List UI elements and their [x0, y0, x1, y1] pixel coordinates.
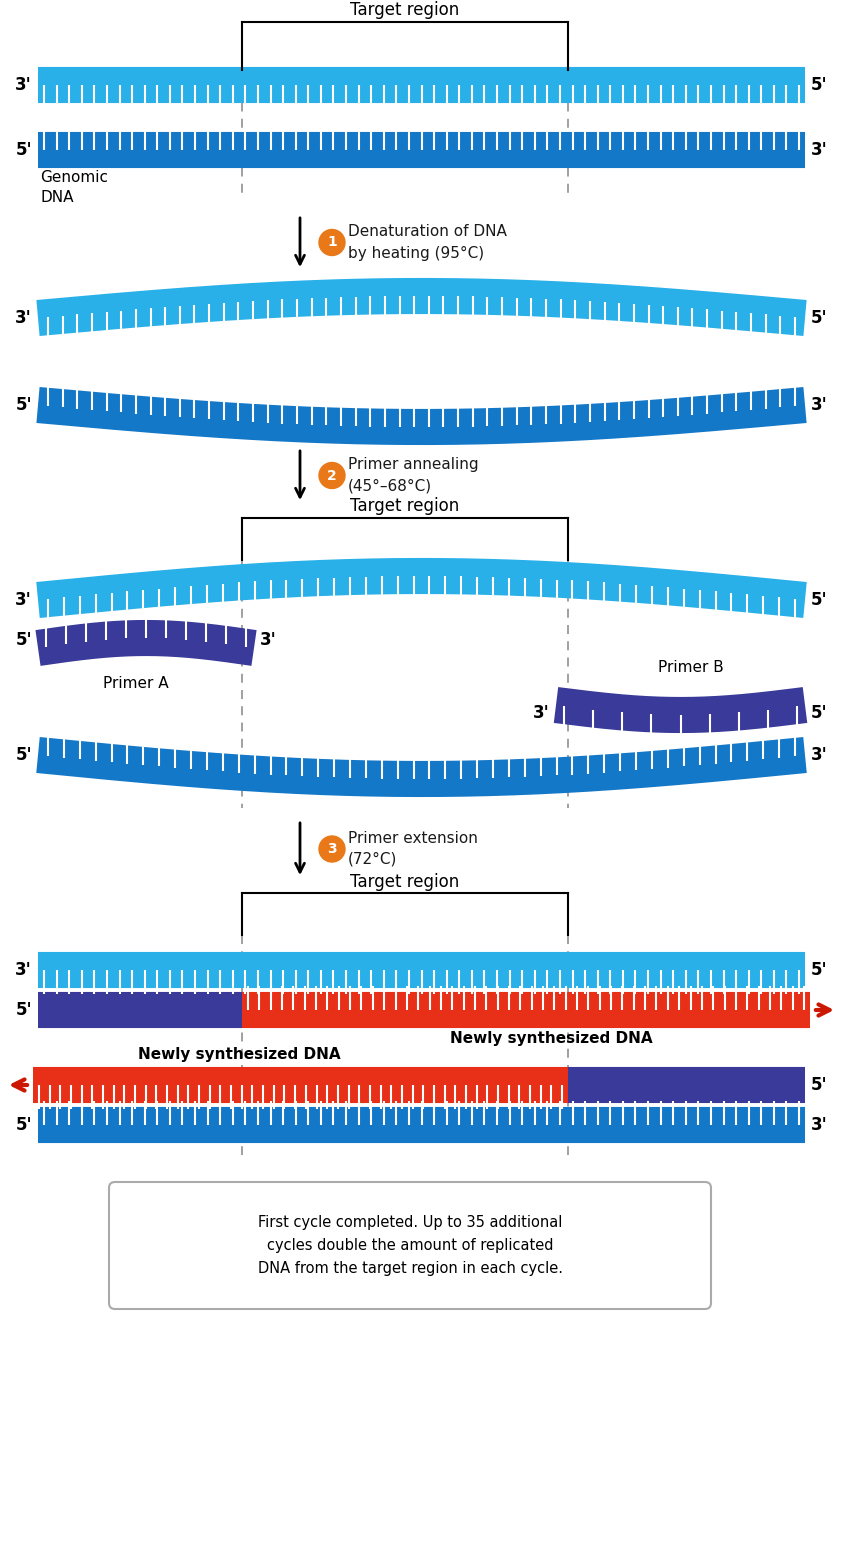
- Text: Denaturation of DNA
by heating (95°C): Denaturation of DNA by heating (95°C): [348, 224, 507, 261]
- Text: 5': 5': [811, 76, 828, 94]
- Circle shape: [319, 462, 345, 488]
- Text: Newly synthesized DNA: Newly synthesized DNA: [138, 1048, 341, 1063]
- Text: Primer A: Primer A: [103, 677, 169, 691]
- Text: 2: 2: [327, 468, 337, 482]
- Text: 3': 3': [260, 630, 276, 649]
- Text: 5': 5': [811, 705, 828, 722]
- Text: First cycle completed. Up to 35 additional
cycles double the amount of replicate: First cycle completed. Up to 35 addition…: [258, 1214, 562, 1276]
- Text: Target region: Target region: [350, 2, 460, 19]
- Text: Genomic
DNA: Genomic DNA: [40, 170, 108, 205]
- Text: 3': 3': [811, 396, 828, 414]
- Text: 1: 1: [327, 235, 337, 249]
- Text: 5': 5': [811, 1075, 828, 1094]
- Text: Primer annealing
(45°–68°C): Primer annealing (45°–68°C): [348, 457, 478, 493]
- Text: 3': 3': [15, 961, 32, 980]
- Text: 3': 3': [847, 1001, 848, 1020]
- Text: 3: 3: [327, 842, 337, 856]
- Text: Target region: Target region: [350, 497, 460, 514]
- Text: 5': 5': [811, 592, 828, 609]
- Text: 3': 3': [15, 309, 32, 328]
- FancyBboxPatch shape: [109, 1182, 711, 1309]
- Text: 5': 5': [811, 309, 828, 328]
- Text: Primer extension
(72°C): Primer extension (72°C): [348, 831, 478, 867]
- Text: 3': 3': [533, 705, 550, 722]
- Circle shape: [319, 230, 345, 255]
- Text: Primer B: Primer B: [658, 660, 723, 675]
- Text: Target region: Target region: [350, 873, 460, 891]
- Text: 3': 3': [15, 592, 32, 609]
- Text: 3': 3': [15, 76, 32, 94]
- Text: 5': 5': [15, 630, 32, 649]
- Text: 3': 3': [811, 746, 828, 763]
- Text: 5': 5': [15, 396, 32, 414]
- Text: 3': 3': [811, 141, 828, 159]
- Circle shape: [319, 836, 345, 862]
- Text: 5': 5': [15, 1115, 32, 1134]
- Text: 5': 5': [811, 961, 828, 980]
- Text: 5': 5': [15, 1001, 32, 1020]
- Text: 5': 5': [15, 746, 32, 763]
- Text: 3': 3': [811, 1115, 828, 1134]
- Text: 5': 5': [15, 141, 32, 159]
- Text: Newly synthesized DNA: Newly synthesized DNA: [450, 1031, 653, 1046]
